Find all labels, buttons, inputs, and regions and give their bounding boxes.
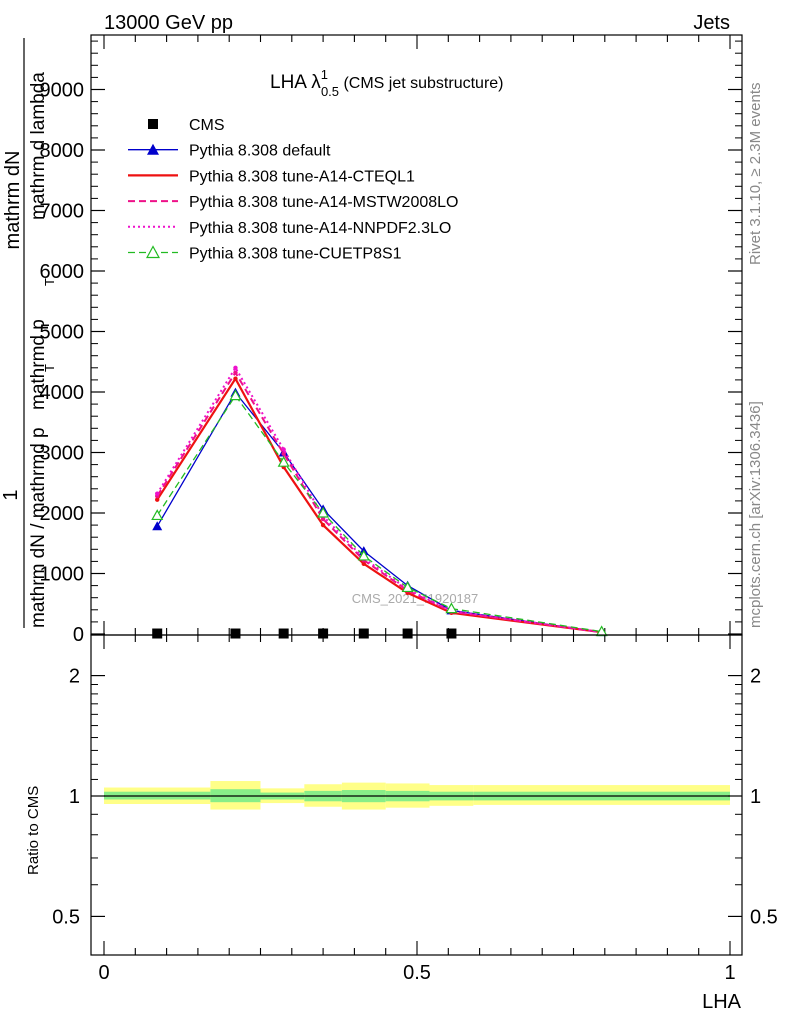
legend-label: Pythia 8.308 tune-A14-MSTW2008LO [189, 194, 458, 211]
ratio-uncertainty-bands [104, 781, 730, 810]
series-line-a14_cteql1 [156, 376, 602, 634]
series-marker [155, 497, 160, 502]
cms-data-points [152, 628, 457, 639]
y-tick-label: 9000 [40, 80, 85, 102]
ylabel-numerator: mathrm dN [2, 151, 24, 250]
series-marker [233, 365, 238, 370]
legend-label: Pythia 8.308 tune-A14-NNPDF2.3LO [189, 220, 451, 237]
x-tick-label: 0 [98, 962, 109, 984]
series-line-a14_mstw [156, 370, 602, 634]
ratio-y-tick-label-left: 0.5 [52, 906, 80, 928]
series-marker [152, 521, 163, 531]
title-tail: (CMS jet substructure) [339, 75, 503, 92]
ylabel-subscript-t-2: T [42, 278, 57, 286]
series-line-cuetp8s1 [156, 394, 602, 633]
ratio-y-tick-label-right: 0.5 [750, 906, 778, 928]
legend-label: Pythia 8.308 tune-CUETP8S1 [189, 246, 402, 263]
legend-label: Pythia 8.308 tune-A14-CTEQL1 [189, 168, 415, 185]
ratio-y-tick-label-left: 1 [69, 786, 80, 808]
cms-data-point [402, 628, 413, 639]
legend-label: Pythia 8.308 default [189, 143, 331, 160]
ylabel-denominator-2: mathrmd p [28, 319, 49, 410]
series-marker [151, 509, 164, 521]
main-y-axis: 0 1000 2000 3000 4000 5000 6000 7000 8000 9000 [40, 40, 742, 646]
legend-marker [147, 143, 159, 155]
cms-data-point [230, 628, 241, 639]
cms-data-point [446, 628, 457, 639]
series-marker [281, 447, 286, 452]
y-tick-label: 1000 [40, 564, 85, 586]
ratio-y-tick-label-right: 2 [750, 666, 761, 688]
cms-data-point [278, 628, 289, 639]
x-tick-label: 0.5 [403, 962, 431, 984]
series-marker [155, 491, 160, 496]
main-panel: 0 1000 2000 3000 4000 5000 6000 7000 8000 9000 CM… [40, 34, 743, 646]
ratio-y-tick-label-left: 2 [69, 666, 80, 688]
series-marker [361, 561, 366, 567]
y-tick-label: 3000 [40, 443, 85, 465]
series-marker [357, 549, 370, 561]
y-tick-label: 2000 [40, 503, 85, 525]
legend: CMS Pythia 8.308 default Pythia 8.308 tune… [128, 117, 458, 263]
y-tick-label: 8000 [40, 140, 85, 162]
y-tick-label: 5000 [40, 322, 85, 344]
ylabel-denominator-1: mathrm dN / mathrmd p [28, 427, 49, 628]
main-y-label: 1 mathrm dN mathrm dN / mathrmd p mathrm… [0, 38, 57, 628]
y-tick-label: 0 [73, 624, 84, 646]
legend-cms-marker [148, 119, 158, 129]
legend-label: CMS [189, 117, 225, 134]
series-marker [320, 522, 326, 528]
series-marker [229, 389, 242, 401]
watermark-label: CMS_2021_I1920187 [352, 591, 479, 606]
x-tick-label: 1 [724, 962, 735, 984]
title-subscript: 0.5 [321, 84, 339, 99]
rivet-version-label: Rivet 3.1.10, ≥ 2.3M events [747, 83, 764, 266]
x-axis-label: LHA [702, 991, 742, 1013]
ylabel-subscript-t-1: T [42, 364, 57, 372]
series-line-default [156, 391, 602, 633]
ratio-panel: 0.5 0.51 12 2 0 0.5 1 Ratio to CMS LHA [25, 634, 778, 1013]
series-marker [317, 506, 330, 518]
plot-title: LHA λ1 0.5 (CMS jet substructure) [270, 67, 504, 99]
series-marker [320, 516, 326, 522]
ratio-y-tick-label-right: 1 [750, 786, 761, 808]
ylabel-one: 1 [0, 489, 22, 500]
process-label: Jets [693, 12, 730, 34]
cms-data-point [358, 628, 369, 639]
ratio-x-axis: 0 0.5 1 [98, 635, 736, 984]
y-tick-label: 7000 [40, 201, 85, 223]
collision-energy-label: 13000 GeV pp [104, 12, 233, 34]
ratio-y-label: Ratio to CMS [25, 786, 42, 875]
cms-data-point [318, 628, 329, 639]
ylabel-denominator-3: mathrm d lambda [28, 72, 49, 220]
mcplots-label: mcplots.cern.ch [arXiv:1306.3436] [747, 401, 764, 628]
cms-data-point [152, 628, 163, 639]
series-marker [233, 376, 238, 381]
series-marker [277, 455, 290, 467]
series-marker [401, 581, 414, 593]
series-marker [445, 602, 458, 614]
y-tick-label: 6000 [40, 261, 85, 283]
title-base: LHA λ [270, 72, 321, 93]
title-superscript: 1 [321, 67, 328, 82]
series-lines [151, 365, 608, 637]
legend-marker [145, 245, 161, 259]
ratio-y-axis: 0.5 0.5 1 1 2 2 [52, 666, 778, 929]
y-tick-label: 4000 [40, 382, 85, 404]
